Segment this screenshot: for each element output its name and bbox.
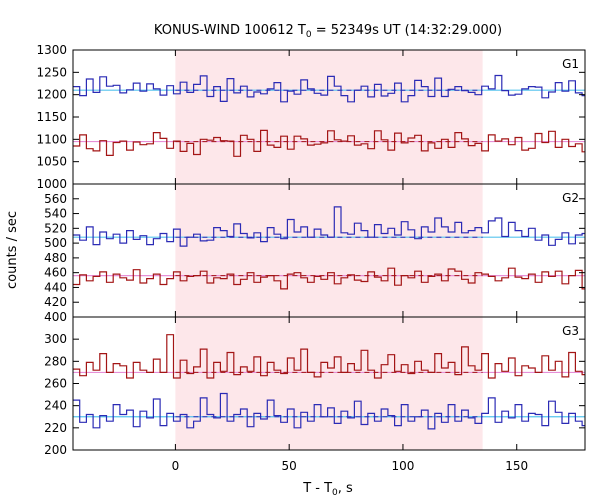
y-tick-label: 280 (44, 354, 67, 368)
y-tick-label: 480 (44, 251, 67, 265)
y-tick-label: 1000 (36, 177, 67, 191)
x-tick-label: 150 (505, 459, 528, 473)
x-tick-label: 100 (392, 459, 415, 473)
y-tick-label: 1200 (36, 88, 67, 102)
y-tick-label: 260 (44, 377, 67, 391)
light-curve-soft (73, 334, 585, 379)
y-tick-label: 220 (44, 421, 67, 435)
y-tick-label: 200 (44, 443, 67, 457)
y-tick-label: 1100 (36, 132, 67, 146)
y-tick-label: 420 (44, 295, 67, 309)
y-tick-label: 460 (44, 266, 67, 280)
y-tick-label: 400 (44, 310, 67, 324)
y-tick-label: 440 (44, 280, 67, 294)
y-tick-label: 500 (44, 236, 67, 250)
light-curve-hard (73, 74, 585, 103)
y-axis-label: counts / sec (5, 211, 20, 289)
panel-label: G2 (562, 191, 579, 205)
chart-title: KONUS-WIND 100612 T0 = 52349s UT (14:32:… (154, 23, 502, 40)
x-tick-label: 50 (282, 459, 297, 473)
y-tick-label: 540 (44, 207, 67, 221)
panel-label: G3 (562, 324, 579, 338)
y-tick-label: 520 (44, 221, 67, 235)
y-tick-label: 1250 (36, 65, 67, 79)
shaded-interval (175, 50, 483, 450)
panel-g1: 1000 1050 1100 1150 1200 1250 1300 G1 (36, 43, 586, 191)
panel-g3: 200 220 240 260 280 300 G3 (44, 316, 586, 457)
y-tick-label: 1300 (36, 43, 67, 57)
light-curve-hard (73, 206, 585, 247)
y-tick-label: 1050 (36, 155, 67, 169)
panel-label: G1 (562, 57, 579, 71)
light-curve-soft (73, 267, 585, 290)
light-curve-soft (73, 129, 585, 157)
light-curve-hard (73, 392, 585, 430)
x-tick-label: 0 (172, 459, 180, 473)
x-axis-label: T - T0, s (302, 481, 353, 498)
y-tick-label: 1150 (36, 110, 67, 124)
chart-panels: 1000105011001150120012501300G14004204404… (36, 43, 586, 473)
y-tick-label: 560 (44, 192, 67, 206)
y-tick-label: 240 (44, 399, 67, 413)
y-tick-label: 300 (44, 332, 67, 346)
